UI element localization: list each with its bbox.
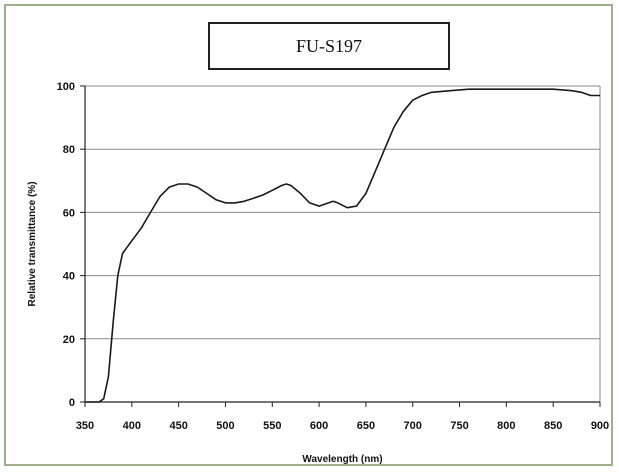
chart-title: FU-S197 — [295, 35, 362, 56]
x-tick-label: 800 — [497, 420, 515, 432]
y-tick-label: 40 — [63, 271, 75, 283]
x-tick-label: 350 — [76, 420, 94, 432]
series-layer — [85, 88, 600, 403]
y-tick-label: 100 — [57, 81, 75, 93]
x-tick-label: 850 — [544, 420, 562, 432]
series-line — [85, 88, 600, 403]
x-tick-label: 450 — [169, 420, 187, 432]
y-tick-label: 80 — [63, 144, 75, 156]
x-tick-label: 550 — [263, 420, 281, 432]
y-tick-label: 20 — [63, 334, 75, 346]
x-tick-label: 750 — [450, 420, 468, 432]
x-tick-label: 650 — [357, 420, 375, 432]
x-tick-label: 700 — [404, 420, 422, 432]
x-tick-label: 600 — [310, 420, 328, 432]
grid — [85, 85, 601, 402]
chart-title-box: FU-S197 — [208, 22, 450, 70]
x-axis-title: Wavelength (nm) — [302, 454, 382, 465]
x-tick-label: 500 — [216, 420, 234, 432]
x-tick-label: 900 — [591, 420, 609, 432]
x-tick-label: 400 — [123, 420, 141, 432]
y-tick-label: 60 — [63, 207, 75, 219]
tick-labels: 0 20 40 60 80 100 350 400 450 500 550 600 650 700 750 8… — [57, 81, 610, 432]
axes — [80, 85, 601, 407]
y-tick-label: 0 — [69, 397, 75, 409]
y-axis-title: Relative transmittance (%) — [27, 181, 38, 306]
